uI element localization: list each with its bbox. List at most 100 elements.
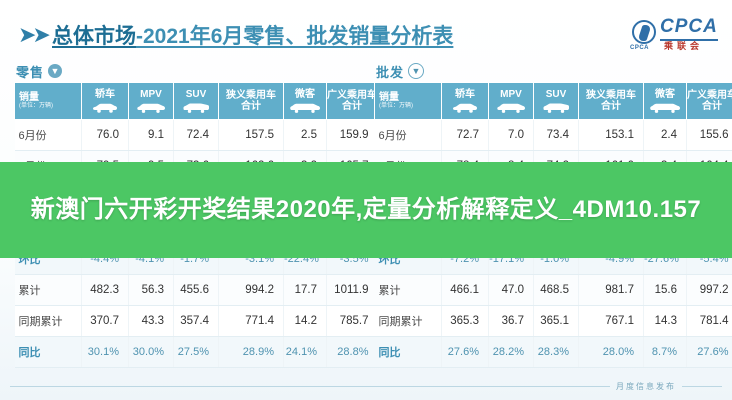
row-label: 同期累计	[14, 305, 82, 337]
retail-table-head: 销量 (单位：万辆) 轿车 MPV SUV 狭义乘用车 合计 微客 广义乘用车 合计	[14, 82, 378, 120]
table-cell: 159.9	[326, 119, 378, 151]
col-header-sedan-icon: 轿车	[441, 82, 489, 120]
table-cell: 76.0	[81, 119, 129, 151]
footer-text: 月度信息发布	[616, 381, 676, 391]
table-header-row: 销量 (单位：万辆) 轿车 MPV SUV 狭义乘用车 合计 微客 广义乘用车 合计	[14, 82, 378, 120]
col-header-label: MPV	[500, 89, 522, 101]
table-row: 6月份 72.7 7.0 73.4 153.1 2.4 155.6	[374, 119, 732, 151]
table-cell: 455.6	[173, 274, 219, 306]
col-header-label: 微客	[655, 89, 675, 101]
col-header-label: 轿车	[95, 89, 115, 101]
table-cell: 365.3	[441, 305, 489, 337]
table-cell: 43.3	[128, 305, 174, 337]
table-cell: 468.5	[533, 274, 579, 306]
page-title-highlight: 总体市场	[52, 25, 136, 48]
col-header-minivan-icon: 微客	[643, 82, 687, 120]
retail-section-label: 零售	[16, 64, 45, 80]
table-cell: 15.6	[643, 274, 687, 306]
row-label: 同比	[14, 336, 82, 368]
table-cell: 27.5%	[173, 336, 219, 368]
cpca-logo-subtext: CPCA	[630, 45, 650, 51]
col-header-label: 狭义乘用车	[226, 89, 276, 101]
table-cell: 994.2	[218, 274, 284, 306]
table-cell: 24.1%	[283, 336, 327, 368]
col-header-sedan-icon: 轿车	[81, 82, 129, 120]
cpca-logo-acronym: CPCA	[660, 16, 718, 41]
table-cell: 157.5	[218, 119, 284, 151]
table-cell: 56.3	[128, 274, 174, 306]
table-cell: 9.1	[128, 119, 174, 151]
table-header-row: 销量 (单位：万辆) 轿车 MPV SUV 狭义乘用车 合计 微客 广义乘用车 合计	[374, 82, 732, 120]
row-label: 同期累计	[374, 305, 442, 337]
col-header-metric: 销量 (单位：万辆)	[374, 82, 442, 120]
col-header-label: SUV	[545, 89, 567, 101]
col-header-label: 广义乘用车	[687, 89, 732, 101]
table-cell: 981.7	[578, 274, 644, 306]
suv-icon	[534, 103, 578, 113]
col-header-label: 轿车	[455, 89, 475, 101]
page-title-rest: -2021年6月零售、批发销量分析表	[136, 25, 454, 48]
table-cell: 28.0%	[578, 336, 644, 368]
table-cell: 781.4	[686, 305, 732, 337]
table-cell: 28.8%	[326, 336, 378, 368]
cpca-logo-chinese: 乘联会	[664, 41, 704, 51]
table-cell: 1011.9	[326, 274, 378, 306]
col-header-mpv-icon: MPV	[128, 82, 174, 120]
col-header-label: SUV	[185, 89, 207, 101]
table-cell: 357.4	[173, 305, 219, 337]
double-chevron-right-icon: ➤➤	[18, 22, 51, 47]
table-cell: 785.7	[326, 305, 378, 337]
col-header-minivan-icon: 微客	[283, 82, 327, 120]
wholesale-section-header: 批发 ▼	[374, 60, 726, 82]
table-cell: 8.7%	[643, 336, 687, 368]
circle-down-arrow-outline-icon[interactable]: ▼	[408, 63, 425, 79]
footer-divider	[682, 385, 722, 387]
col-header-total: 广义乘用车 合计	[326, 82, 378, 120]
col-header-label: MPV	[140, 89, 162, 101]
col-header-label: 广义乘用车	[327, 89, 377, 101]
table-cell: 28.9%	[218, 336, 284, 368]
overlay-banner: 新澳门六开彩开奖结果2020年,定量分析解释定义_4DM10.157	[0, 162, 732, 258]
table-cell: 14.3	[643, 305, 687, 337]
row-label: 6月份	[374, 119, 442, 151]
col-header-metric-unit: (单位：万辆)	[19, 103, 53, 110]
circle-down-arrow-icon[interactable]: ▼	[48, 64, 63, 78]
table-cell: 14.2	[283, 305, 327, 337]
col-header-metric-unit: (单位：万辆)	[379, 103, 413, 110]
table-cell: 482.3	[81, 274, 129, 306]
col-header-total: 广义乘用车 合计	[686, 82, 732, 120]
table-cell: 28.2%	[488, 336, 534, 368]
minivan-icon	[284, 103, 326, 113]
table-cell: 466.1	[441, 274, 489, 306]
table-cell: 17.7	[283, 274, 327, 306]
col-header-metric: 销量 (单位：万辆)	[14, 82, 82, 120]
table-row: 累计 466.1 47.0 468.5 981.7 15.6 997.2	[374, 274, 732, 306]
col-header-label: 狭义乘用车	[586, 89, 636, 101]
col-header-label-line2: 合计	[241, 101, 261, 112]
sedan-icon	[442, 103, 488, 113]
col-header-total: 狭义乘用车 合计	[578, 82, 644, 120]
table-row: 同比 27.6% 28.2% 28.3% 28.0% 8.7% 27.6%	[374, 336, 732, 368]
footer-divider	[10, 385, 610, 387]
suv-icon	[174, 103, 218, 113]
page-title: 总体市场-2021年6月零售、批发销量分析表	[52, 20, 453, 50]
table-cell: 997.2	[686, 274, 732, 306]
col-header-suv-icon: SUV	[533, 82, 579, 120]
col-header-suv-icon: SUV	[173, 82, 219, 120]
sedan-icon	[82, 103, 128, 113]
row-label: 同比	[374, 336, 442, 368]
table-cell: 365.1	[533, 305, 579, 337]
table-row: 累计 482.3 56.3 455.6 994.2 17.7 1011.9	[14, 274, 378, 306]
wholesale-table-head: 销量 (单位：万辆) 轿车 MPV SUV 狭义乘用车 合计 微客 广义乘用车 合计	[374, 82, 732, 120]
footer: 月度信息发布	[10, 378, 722, 394]
table-cell: 370.7	[81, 305, 129, 337]
wholesale-section-label: 批发	[376, 64, 405, 80]
col-header-label-line2: 合计	[601, 101, 621, 112]
table-cell: 771.4	[218, 305, 284, 337]
table-cell: 155.6	[686, 119, 732, 151]
table-cell: 27.6%	[686, 336, 732, 368]
col-header-label-line2: 合计	[342, 101, 362, 112]
row-label: 累计	[14, 274, 82, 306]
col-header-label: 微客	[295, 89, 315, 101]
